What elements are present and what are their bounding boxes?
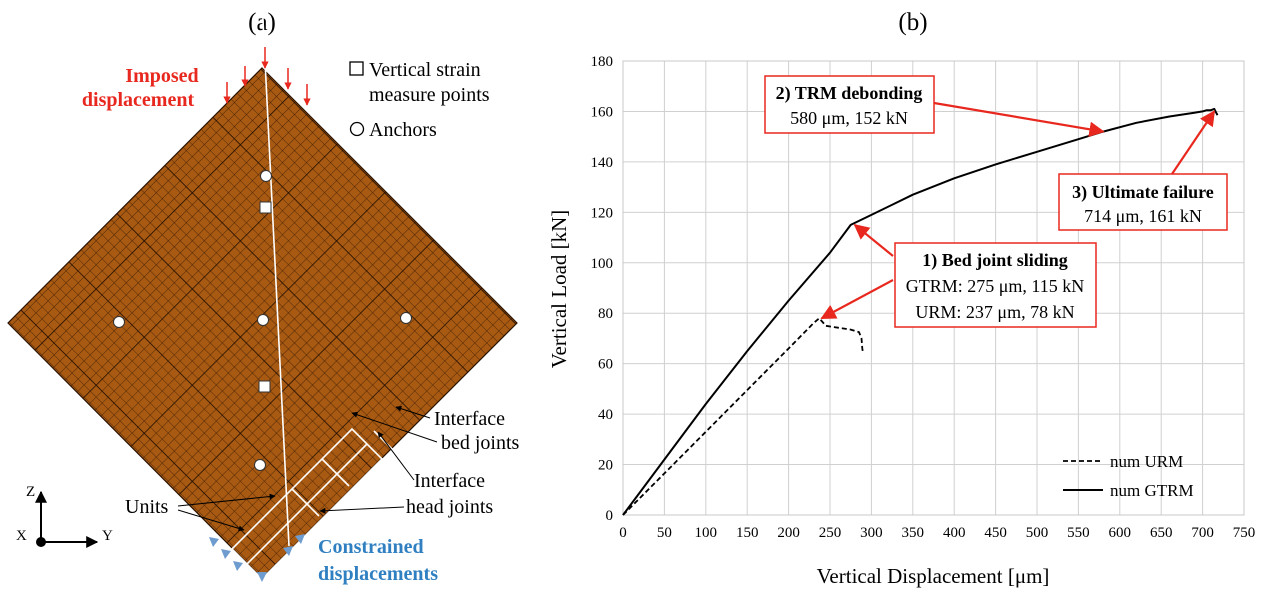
annotation-line: URM: 237 μm, 78 kN bbox=[915, 302, 1074, 322]
annotation-bed: 1) Bed joint sliding GTRM: 275 μm, 115 k… bbox=[894, 242, 1097, 328]
anchor-marker bbox=[254, 459, 266, 471]
x-tick-label: 300 bbox=[860, 525, 883, 541]
x-axis-title: Vertical Displacement [μm] bbox=[817, 564, 1050, 588]
annotation-box bbox=[764, 75, 935, 134]
anchor-marker bbox=[260, 170, 272, 182]
x-tick-label: 150 bbox=[736, 525, 759, 541]
y-tick-labels: 0 20 40 60 80 100 120 140 160 180 bbox=[591, 54, 614, 524]
annotation-title: 1) Bed joint sliding bbox=[922, 250, 1068, 271]
annotation-box bbox=[894, 242, 1097, 328]
x-tick-label: 600 bbox=[1109, 525, 1132, 541]
legend-square-icon bbox=[349, 61, 364, 76]
annotation-line: 714 μm, 161 kN bbox=[1084, 206, 1202, 226]
x-tick-label: 450 bbox=[984, 525, 1007, 541]
y-tick-label: 40 bbox=[598, 407, 613, 423]
legend-square-label-2: measure points bbox=[369, 84, 490, 106]
x-tick-label: 250 bbox=[819, 525, 842, 541]
y-tick-label: 60 bbox=[598, 357, 613, 373]
strain-point-marker bbox=[258, 380, 271, 393]
arrow-trm bbox=[933, 101, 1105, 137]
annotation-trm: 2) TRM debonding 580 μm, 152 kN bbox=[764, 75, 935, 134]
legend-square-label-1: Vertical strain bbox=[369, 59, 481, 81]
legend-circle-icon bbox=[349, 121, 365, 137]
strain-point-marker bbox=[259, 201, 272, 214]
interface-bed-label-1: Interface bbox=[434, 408, 505, 430]
legend-urm-label: num URM bbox=[1110, 452, 1183, 471]
series-line-urm bbox=[622, 317, 864, 516]
x-tick-label: 200 bbox=[777, 525, 800, 541]
interface-bed-label-2: bed joints bbox=[441, 432, 520, 454]
constrained-label-2: displacements bbox=[318, 563, 438, 585]
interface-head-label-1: Interface bbox=[414, 470, 485, 492]
axis-z-label: Z bbox=[26, 484, 35, 500]
panel-a: (a) bbox=[7, 0, 520, 585]
interface-head-pointer-2 bbox=[377, 431, 415, 481]
panel-b-label: (b) bbox=[898, 9, 927, 36]
y-tick-label: 140 bbox=[591, 155, 614, 171]
imposed-label-2: displacement bbox=[82, 89, 195, 111]
axis-y-label: Y bbox=[102, 528, 113, 544]
constrained-label-1: Constrained bbox=[318, 536, 424, 558]
annotation-line: GTRM: 275 μm, 115 kN bbox=[906, 276, 1085, 296]
x-tick-label: 750 bbox=[1233, 525, 1256, 541]
anchor-marker bbox=[113, 316, 125, 328]
interface-bed-pointer-1 bbox=[395, 405, 431, 419]
y-tick-label: 80 bbox=[598, 306, 613, 322]
plot-frame bbox=[622, 60, 1245, 516]
interface-head-pointer-1 bbox=[319, 506, 405, 514]
x-tick-label: 550 bbox=[1067, 525, 1090, 541]
y-axis-title: Vertical Load [kN] bbox=[547, 210, 571, 369]
units-pointer-1 bbox=[177, 493, 276, 507]
x-tick-labels: 0 50 100 150 200 250 300 350 400 450 500 550 600 650 7… bbox=[619, 525, 1255, 541]
x-tick-label: 100 bbox=[695, 525, 718, 541]
anchors bbox=[113, 170, 412, 471]
x-tick-label: 400 bbox=[943, 525, 966, 541]
legend-gtrm-label: num GTRM bbox=[1110, 481, 1194, 500]
y-tick-label: 180 bbox=[591, 54, 614, 70]
y-tick-label: 160 bbox=[591, 104, 614, 120]
anchor-marker bbox=[257, 314, 269, 326]
chart-legend: num URM num GTRM bbox=[1063, 452, 1194, 500]
anchor-marker bbox=[400, 312, 412, 324]
interface-head-label-2: head joints bbox=[406, 496, 493, 518]
x-tick-label: 50 bbox=[657, 525, 672, 541]
annotation-line: 580 μm, 152 kN bbox=[790, 108, 908, 128]
x-tick-label: 350 bbox=[902, 525, 925, 541]
interface-lines bbox=[231, 0, 401, 580]
annotation-ult: 3) Ultimate failure 714 μm, 161 kN bbox=[1058, 173, 1228, 231]
legend-circle-label: Anchors bbox=[369, 119, 437, 141]
y-tick-label: 0 bbox=[606, 508, 614, 524]
annotation-title: 2) TRM debonding bbox=[776, 83, 923, 104]
strain-points bbox=[258, 201, 272, 393]
annotation-box bbox=[1058, 173, 1228, 231]
x-tick-label: 0 bbox=[619, 525, 627, 541]
annotation-arrows bbox=[820, 101, 1216, 320]
imposed-arrows bbox=[223, 47, 311, 106]
x-tick-label: 650 bbox=[1150, 525, 1173, 541]
units-pointer-2 bbox=[177, 509, 245, 532]
panel-b: (b) 0 50 100 150 200 250 300 350 400 450 500 550 600… bbox=[547, 9, 1255, 588]
y-tick-label: 100 bbox=[591, 256, 614, 272]
arrow-ult bbox=[1171, 110, 1216, 175]
imposed-label-1: Imposed bbox=[125, 65, 198, 87]
x-tick-label: 700 bbox=[1191, 525, 1214, 541]
arrow-bed-urm bbox=[820, 279, 894, 320]
y-tick-label: 120 bbox=[591, 205, 614, 221]
origin-dot bbox=[36, 537, 46, 547]
arrow-bed-gtrm bbox=[853, 223, 894, 257]
coordinate-axes: Z X Y bbox=[16, 484, 113, 548]
annotation-title: 3) Ultimate failure bbox=[1072, 182, 1214, 203]
axis-x-label: X bbox=[16, 528, 27, 544]
y-tick-label: 20 bbox=[598, 458, 613, 474]
units-label: Units bbox=[125, 496, 169, 518]
support-triangles bbox=[209, 534, 305, 582]
x-tick-label: 500 bbox=[1026, 525, 1049, 541]
interface-bed-pointer-2 bbox=[351, 411, 438, 443]
